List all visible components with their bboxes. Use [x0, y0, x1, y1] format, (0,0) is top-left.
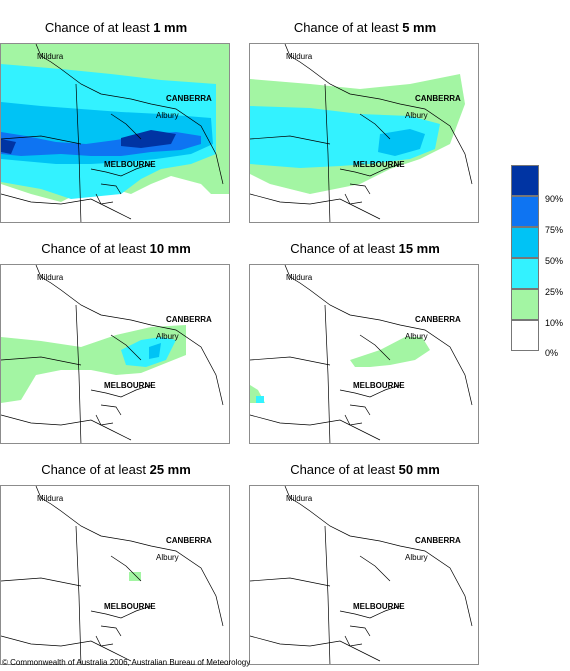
legend-swatch-0: [511, 320, 539, 351]
boundaries: [250, 44, 473, 222]
label-mildura: Mildura: [37, 494, 64, 503]
rainfall-map: Mildura CANBERRA Albury MELBOURNE: [0, 43, 230, 223]
legend-label: 50%: [545, 256, 564, 266]
place-labels: Mildura CANBERRA Albury MELBOURNE: [37, 273, 212, 390]
label-melbourne: MELBOURNE: [353, 602, 405, 611]
boundaries: [1, 265, 224, 443]
boundaries: [250, 486, 473, 664]
place-labels: Mildura CANBERRA Albury MELBOURNE: [286, 273, 461, 390]
label-mildura: Mildura: [286, 273, 313, 282]
panel-title: Chance of at least 5 mm: [293, 20, 437, 35]
panel-title: Chance of at least 1 mm: [44, 20, 188, 35]
label-melbourne: MELBOURNE: [353, 381, 405, 390]
panel-25mm: Chance of at least 25 mm Mildura CANBERR…: [0, 462, 232, 667]
field-10pct: [350, 337, 430, 367]
field-25pct-west: [256, 396, 264, 403]
label-canberra: CANBERRA: [166, 94, 212, 103]
rainfall-map: Mildura CANBERRA Albury MELBOURNE: [0, 264, 230, 444]
label-mildura: Mildura: [37, 52, 64, 61]
label-melbourne: MELBOURNE: [104, 602, 156, 611]
boundaries: [1, 486, 224, 664]
legend-label: 75%: [545, 225, 564, 235]
label-mildura: Mildura: [37, 273, 64, 282]
label-canberra: CANBERRA: [415, 536, 461, 545]
legend-label: 25%: [545, 287, 564, 297]
boundaries: [250, 265, 473, 443]
label-albury: Albury: [405, 332, 428, 341]
rainfall-map: Mildura CANBERRA Albury MELBOURNE: [0, 485, 230, 665]
rainfall-map: Mildura CANBERRA Albury MELBOURNE: [249, 43, 479, 223]
legend-label: 10%: [545, 318, 564, 328]
probability-field: [250, 337, 430, 403]
panel-title: Chance of at least 15 mm: [290, 241, 440, 256]
label-canberra: CANBERRA: [415, 94, 461, 103]
place-labels: Mildura CANBERRA Albury MELBOURNE: [37, 494, 212, 611]
panel-title: Chance of at least 50 mm: [290, 462, 440, 477]
label-albury: Albury: [405, 553, 428, 562]
panel-1mm: Chance of at least 1 mm: [0, 20, 232, 225]
label-albury: Albury: [405, 111, 428, 120]
panel-title: Chance of at least 10 mm: [41, 241, 191, 256]
rainfall-map: Mildura CANBERRA Albury MELBOURNE: [249, 264, 479, 444]
field-50pct: [378, 129, 425, 156]
label-canberra: CANBERRA: [166, 536, 212, 545]
panel-title: Chance of at least 25 mm: [41, 462, 191, 477]
field-10pct: [129, 572, 141, 581]
panel-10mm: Chance of at least 10 mm Mildura CANBER: [0, 241, 232, 446]
label-melbourne: MELBOURNE: [353, 160, 405, 169]
label-mildura: Mildura: [286, 494, 313, 503]
label-albury: Albury: [156, 332, 179, 341]
legend-swatch-75: [511, 196, 539, 227]
field-90pct: [1, 130, 176, 154]
panel-15mm: Chance of at least 15 mm Mildura CANBER: [249, 241, 481, 446]
label-canberra: CANBERRA: [166, 315, 212, 324]
probability-field: [250, 74, 465, 194]
legend-swatch-10: [511, 289, 539, 320]
field-25pct: [121, 337, 176, 367]
legend-swatch-25: [511, 258, 539, 289]
panel-5mm: Chance of at least 5 mm Mildura CANBERR: [249, 20, 481, 225]
panel-50mm: Chance of at least 50 mm Mildura CANBERR…: [249, 462, 481, 667]
field-50pct: [149, 343, 161, 359]
copyright-notice: © Commonwealth of Australia 2006, Austra…: [2, 658, 251, 667]
probability-field: [1, 325, 186, 403]
place-labels: Mildura CANBERRA Albury MELBOURNE: [286, 494, 461, 611]
label-canberra: CANBERRA: [415, 315, 461, 324]
place-labels: Mildura CANBERRA Albury MELBOURNE: [37, 52, 212, 169]
probability-field: [129, 572, 141, 581]
legend-swatch-90: [511, 165, 539, 196]
rainfall-map: Mildura CANBERRA Albury MELBOURNE: [249, 485, 479, 665]
legend-swatch-50: [511, 227, 539, 258]
label-melbourne: MELBOURNE: [104, 160, 156, 169]
place-labels: Mildura CANBERRA Albury MELBOURNE: [286, 52, 461, 169]
boundaries: [1, 44, 224, 222]
label-melbourne: MELBOURNE: [104, 381, 156, 390]
label-mildura: Mildura: [286, 52, 313, 61]
legend-label: 0%: [545, 348, 559, 358]
label-albury: Albury: [156, 111, 179, 120]
legend-label: 90%: [545, 194, 564, 204]
probability-legend: 90% 75% 50% 25% 10% 0%: [511, 165, 570, 365]
probability-field: [1, 44, 229, 202]
label-albury: Albury: [156, 553, 179, 562]
